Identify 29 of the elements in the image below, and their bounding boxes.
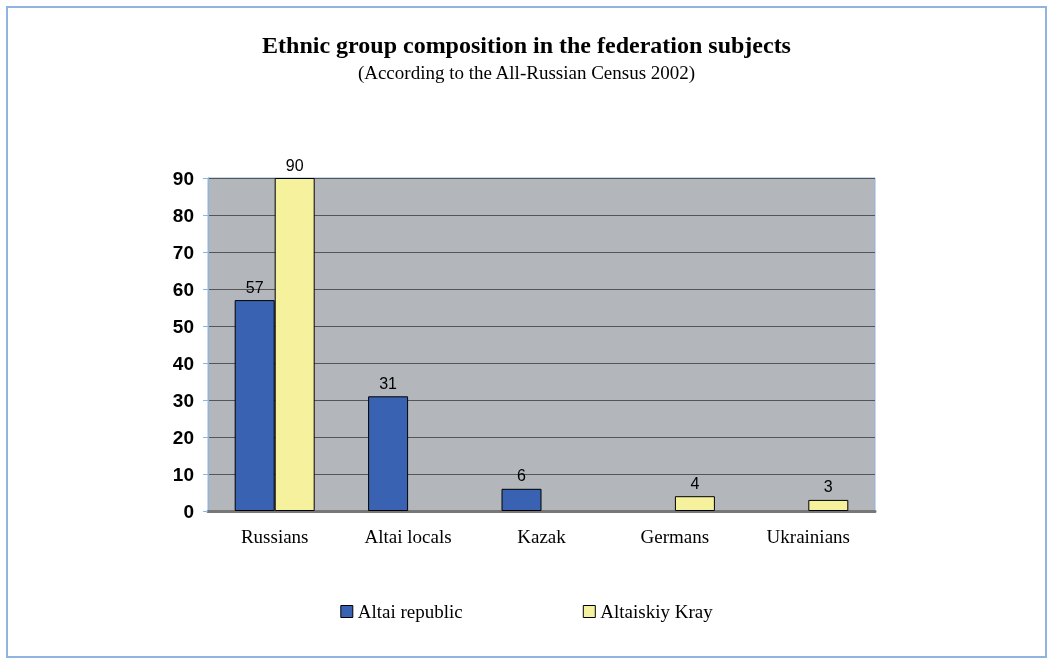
y-tick-label: 70	[172, 241, 194, 263]
legend-label: Altaiskiy Kray	[600, 601, 714, 622]
bar	[674, 496, 715, 511]
bar	[501, 488, 542, 511]
x-tick-label: Altai locals	[364, 526, 452, 547]
x-tick-label: Russians	[240, 526, 309, 547]
data-label: 90	[285, 156, 304, 174]
y-tick-label: 40	[172, 352, 194, 374]
y-tick-label: 50	[172, 315, 194, 337]
y-tick-label: 80	[172, 204, 194, 226]
chart-subtitle: (According to the All-Russian Census 2002)	[357, 62, 696, 84]
y-tick-label: 0	[183, 500, 194, 522]
data-label: 57	[245, 278, 264, 296]
x-tick-label: Germans	[640, 526, 710, 547]
bar	[368, 396, 409, 511]
x-tick-label: Kazak	[517, 526, 567, 547]
data-label: 31	[379, 374, 398, 392]
y-tick-label: 10	[172, 463, 194, 485]
y-tick-label: 20	[172, 426, 194, 448]
y-tick-label: 60	[172, 278, 194, 300]
data-label: 6	[517, 467, 527, 485]
data-label: 4	[690, 474, 700, 492]
legend-label: Altai republic	[357, 601, 463, 622]
chart-title: Ethnic group composition in the federation subjects	[262, 32, 791, 58]
bar	[808, 499, 849, 511]
x-tick-label: Ukrainians	[766, 526, 850, 547]
y-tick-label: 30	[172, 389, 194, 411]
data-label: 3	[823, 478, 833, 496]
y-tick-label: 90	[172, 167, 194, 189]
